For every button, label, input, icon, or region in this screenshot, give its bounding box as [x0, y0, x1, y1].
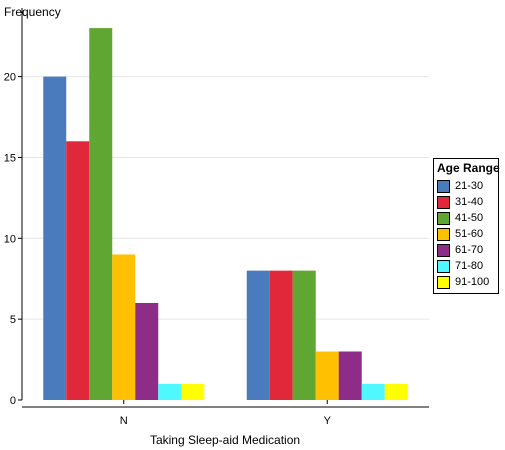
legend-label: 91-100 — [455, 276, 490, 288]
legend-label: 31-40 — [455, 196, 484, 208]
legend-swatch — [437, 227, 450, 241]
x-tick-label: Y — [324, 415, 332, 427]
bar — [361, 383, 385, 400]
legend-label: 71-80 — [455, 260, 484, 272]
bar — [43, 76, 67, 401]
legend-item: 51-60 — [437, 226, 496, 242]
legend-label: 41-50 — [455, 212, 484, 224]
legend: Age Range 21-30 31-40 41-50 51-60 61-70 71-80… — [433, 158, 500, 294]
legend-item: 41-50 — [437, 210, 496, 226]
bar — [338, 351, 362, 400]
y-tick-label: 10 — [4, 233, 16, 245]
bar — [181, 383, 205, 400]
legend-item: 61-70 — [437, 242, 496, 258]
legend-label: 51-60 — [455, 228, 484, 240]
bar — [158, 383, 182, 400]
x-tick-label: N — [120, 415, 128, 427]
legend-swatch — [437, 211, 450, 225]
legend-title: Age Range — [437, 161, 500, 175]
bar — [292, 270, 316, 400]
bar — [315, 351, 339, 400]
y-tick-label: 15 — [4, 152, 16, 164]
y-tick-label: 0 — [10, 395, 16, 407]
y-tick-label: 5 — [10, 314, 16, 326]
legend-swatch — [437, 243, 450, 257]
legend-items: 21-30 31-40 41-50 51-60 61-70 71-80 91-100 — [437, 178, 496, 290]
legend-item: 21-30 — [437, 178, 496, 194]
axes: 0 5 10 15 20 N Y — [4, 8, 429, 427]
legend-label: 61-70 — [455, 244, 484, 256]
legend-swatch — [437, 195, 450, 209]
bar — [246, 270, 270, 400]
legend-item: 31-40 — [437, 194, 496, 210]
bar — [269, 270, 293, 400]
bar — [89, 28, 113, 400]
bars — [43, 28, 408, 401]
legend-label: 21-30 — [455, 180, 484, 192]
bar — [66, 141, 90, 400]
legend-swatch — [437, 179, 450, 193]
bar — [135, 302, 159, 400]
y-axis-label: Frequency — [4, 5, 61, 19]
legend-item: 71-80 — [437, 258, 496, 274]
y-tick-label: 20 — [4, 72, 16, 84]
x-axis-label: Taking Sleep-aid Medication — [150, 433, 300, 447]
legend-swatch — [437, 275, 450, 289]
bar — [112, 254, 136, 400]
legend-item: 91-100 — [437, 274, 496, 290]
bar — [384, 383, 408, 400]
legend-swatch — [437, 259, 450, 273]
